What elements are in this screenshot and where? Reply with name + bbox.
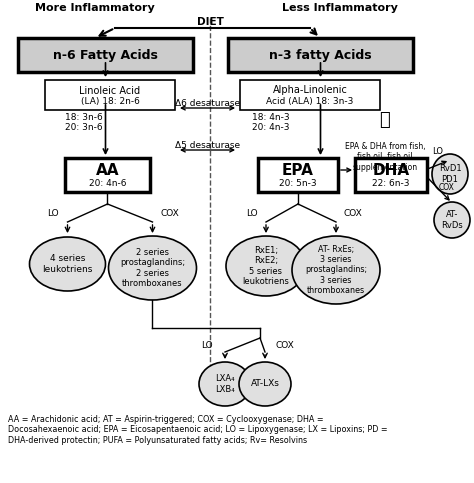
Text: LO: LO: [46, 210, 58, 218]
Ellipse shape: [199, 362, 251, 406]
Text: COX: COX: [344, 210, 363, 218]
Text: 20: 5n-3: 20: 5n-3: [279, 179, 317, 188]
Text: AA = Arachidonic acid; AT = Aspirin-triggered; COX = Cyclooxygenase; DHA =
Docos: AA = Arachidonic acid; AT = Aspirin-trig…: [8, 415, 388, 445]
Bar: [355, 158, 427, 192]
Text: Acid (ALA) 18: 3n-3: Acid (ALA) 18: 3n-3: [266, 97, 354, 106]
Text: LO: LO: [201, 341, 213, 351]
Bar: [65, 158, 150, 192]
Ellipse shape: [29, 237, 106, 291]
Text: LXA₄
LXB₄: LXA₄ LXB₄: [215, 374, 235, 394]
Bar: [18, 38, 193, 72]
Bar: [258, 158, 338, 192]
Bar: [45, 80, 175, 110]
Text: n-3 fatty Acids: n-3 fatty Acids: [269, 48, 372, 61]
Ellipse shape: [109, 236, 197, 300]
Text: AT-
RvDs: AT- RvDs: [441, 210, 463, 230]
Text: DIET: DIET: [197, 17, 223, 27]
Text: 20: 3n-6: 20: 3n-6: [65, 124, 103, 132]
Text: LO: LO: [246, 210, 258, 218]
Ellipse shape: [226, 236, 306, 296]
Text: Less Inflammatory: Less Inflammatory: [282, 3, 398, 13]
Text: LO: LO: [432, 147, 444, 156]
Text: Δ6 desaturase: Δ6 desaturase: [175, 99, 240, 108]
Text: Δ5 desaturase: Δ5 desaturase: [175, 141, 240, 150]
Ellipse shape: [432, 154, 468, 194]
Text: DHA: DHA: [373, 163, 410, 178]
Text: Alpha-Linolenic: Alpha-Linolenic: [273, 85, 347, 95]
Text: AA: AA: [96, 163, 119, 178]
Text: RxE1;
RxE2;
5 series
leukotriens: RxE1; RxE2; 5 series leukotriens: [243, 246, 290, 286]
Text: COX: COX: [160, 210, 179, 218]
Text: 🐟: 🐟: [380, 111, 391, 129]
Text: 18: 4n-3: 18: 4n-3: [252, 114, 290, 123]
Text: EPA: EPA: [282, 163, 314, 178]
Text: 2 series
prostaglandins;
2 series
thromboxanes: 2 series prostaglandins; 2 series thromb…: [120, 248, 185, 288]
Text: (LA) 18: 2n-6: (LA) 18: 2n-6: [81, 97, 139, 106]
Text: AT-LXs: AT-LXs: [251, 380, 280, 388]
Text: More Inflammatory: More Inflammatory: [35, 3, 155, 13]
Bar: [240, 80, 380, 110]
Ellipse shape: [292, 236, 380, 304]
Text: 20: 4n-6: 20: 4n-6: [89, 179, 126, 188]
Text: 18: 3n-6: 18: 3n-6: [65, 114, 103, 123]
Text: Linoleic Acid: Linoleic Acid: [80, 85, 141, 96]
Text: 4 series
leukotriens: 4 series leukotriens: [42, 255, 93, 274]
Ellipse shape: [434, 202, 470, 238]
Ellipse shape: [239, 362, 291, 406]
Text: n-6 Fatty Acids: n-6 Fatty Acids: [53, 48, 158, 61]
Text: 22: 6n-3: 22: 6n-3: [372, 179, 410, 188]
Text: AT- RxEs;
3 series
prostaglandins;
3 series
thromboxanes: AT- RxEs; 3 series prostaglandins; 3 ser…: [305, 245, 367, 295]
Text: RvD1
PD1: RvD1 PD1: [439, 164, 461, 184]
Text: EPA & DHA from fish,
fish oil, fish oil
supplementation: EPA & DHA from fish, fish oil, fish oil …: [345, 142, 425, 172]
Text: 20: 4n-3: 20: 4n-3: [252, 124, 290, 132]
Bar: [228, 38, 413, 72]
Text: COX: COX: [275, 341, 294, 351]
Text: COX: COX: [439, 184, 455, 193]
